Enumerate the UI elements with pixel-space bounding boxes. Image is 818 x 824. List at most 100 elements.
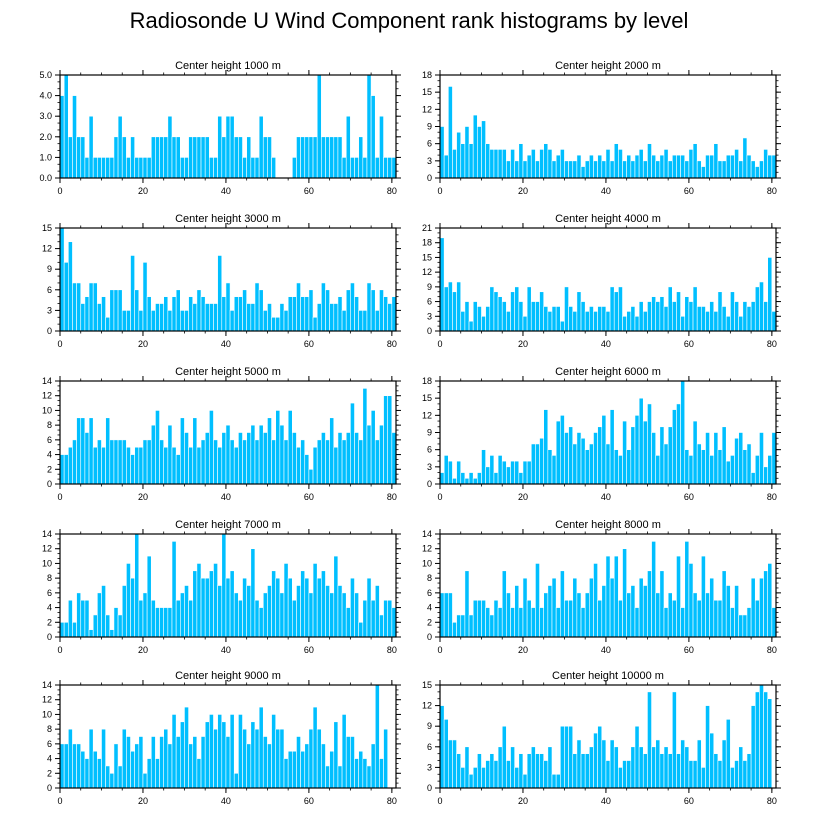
bar (101, 585, 106, 638)
bar (126, 563, 131, 638)
bar (559, 570, 565, 638)
bar (76, 743, 82, 789)
bar (572, 311, 578, 332)
bar (456, 281, 462, 332)
bar (667, 286, 673, 332)
bar (213, 157, 218, 179)
bar (391, 432, 397, 485)
bar (647, 143, 652, 179)
bar (109, 157, 115, 179)
bar (721, 570, 727, 638)
bar (196, 563, 202, 638)
bar (663, 149, 669, 179)
bar (709, 577, 715, 638)
bar (217, 714, 223, 789)
bar (630, 746, 636, 789)
bar (192, 417, 198, 485)
bar (159, 439, 165, 485)
bar (350, 282, 355, 332)
bar (155, 410, 160, 485)
bar (312, 706, 318, 789)
bar (576, 291, 582, 332)
bar (84, 432, 90, 485)
bar (192, 136, 198, 179)
bar (634, 315, 640, 332)
plot-frame (59, 74, 397, 179)
y-tick-label: 6 (427, 742, 432, 752)
y-tick-label: 10 (422, 558, 432, 568)
bar (767, 698, 773, 789)
bar (130, 750, 135, 789)
bar (316, 577, 322, 638)
bar (312, 316, 318, 332)
bar (746, 154, 752, 179)
bar (254, 599, 260, 638)
bar (472, 301, 478, 332)
x-tick-label: 40 (601, 645, 611, 655)
bar (655, 301, 661, 332)
y-tick-label: 15 (422, 680, 432, 690)
bar (68, 728, 73, 789)
bar (443, 286, 449, 332)
bar (159, 303, 165, 332)
bar (204, 721, 210, 789)
bar (163, 136, 169, 179)
bar (439, 126, 445, 179)
bar (126, 157, 131, 179)
bar (630, 306, 636, 332)
bar (539, 149, 545, 179)
x-tick-label: 0 (437, 339, 442, 349)
bar (584, 592, 590, 638)
bar (447, 86, 453, 179)
bar (622, 548, 627, 638)
bar (493, 291, 499, 332)
bar (713, 753, 719, 789)
bar (618, 767, 623, 789)
bar (481, 120, 486, 179)
bar (472, 114, 478, 179)
bar (329, 750, 335, 789)
y-tick-label: 3.0 (39, 111, 52, 121)
bar (238, 599, 243, 638)
bar (238, 136, 243, 179)
bar (547, 149, 553, 179)
bar (763, 570, 769, 638)
bar (593, 432, 598, 485)
bar (238, 432, 243, 485)
bar (543, 592, 549, 638)
bar (705, 705, 710, 789)
bar (676, 403, 681, 485)
bar (246, 303, 252, 332)
bar (763, 691, 769, 789)
x-tick-label: 0 (437, 645, 442, 655)
bar (659, 296, 665, 332)
bar (121, 136, 127, 179)
bar (97, 592, 102, 638)
bar (138, 446, 144, 485)
bar (464, 126, 470, 179)
bar (184, 310, 189, 332)
bar (142, 772, 148, 789)
bar (84, 599, 90, 638)
bar (271, 439, 277, 485)
bar (387, 157, 393, 179)
bar (383, 728, 389, 789)
bar (456, 753, 462, 789)
bar (618, 149, 623, 179)
bar (88, 282, 94, 332)
bar (622, 420, 627, 485)
bar (485, 607, 491, 638)
bar (551, 773, 557, 789)
bar (121, 439, 127, 485)
bar (213, 439, 218, 485)
y-tick-label: 4 (427, 603, 432, 613)
bar (609, 739, 615, 789)
bar (439, 237, 445, 332)
bar (321, 570, 326, 638)
bar (275, 316, 281, 332)
bar (659, 426, 665, 485)
bar (246, 136, 252, 179)
bar (350, 402, 355, 485)
bar (196, 289, 202, 332)
bar (589, 746, 594, 789)
